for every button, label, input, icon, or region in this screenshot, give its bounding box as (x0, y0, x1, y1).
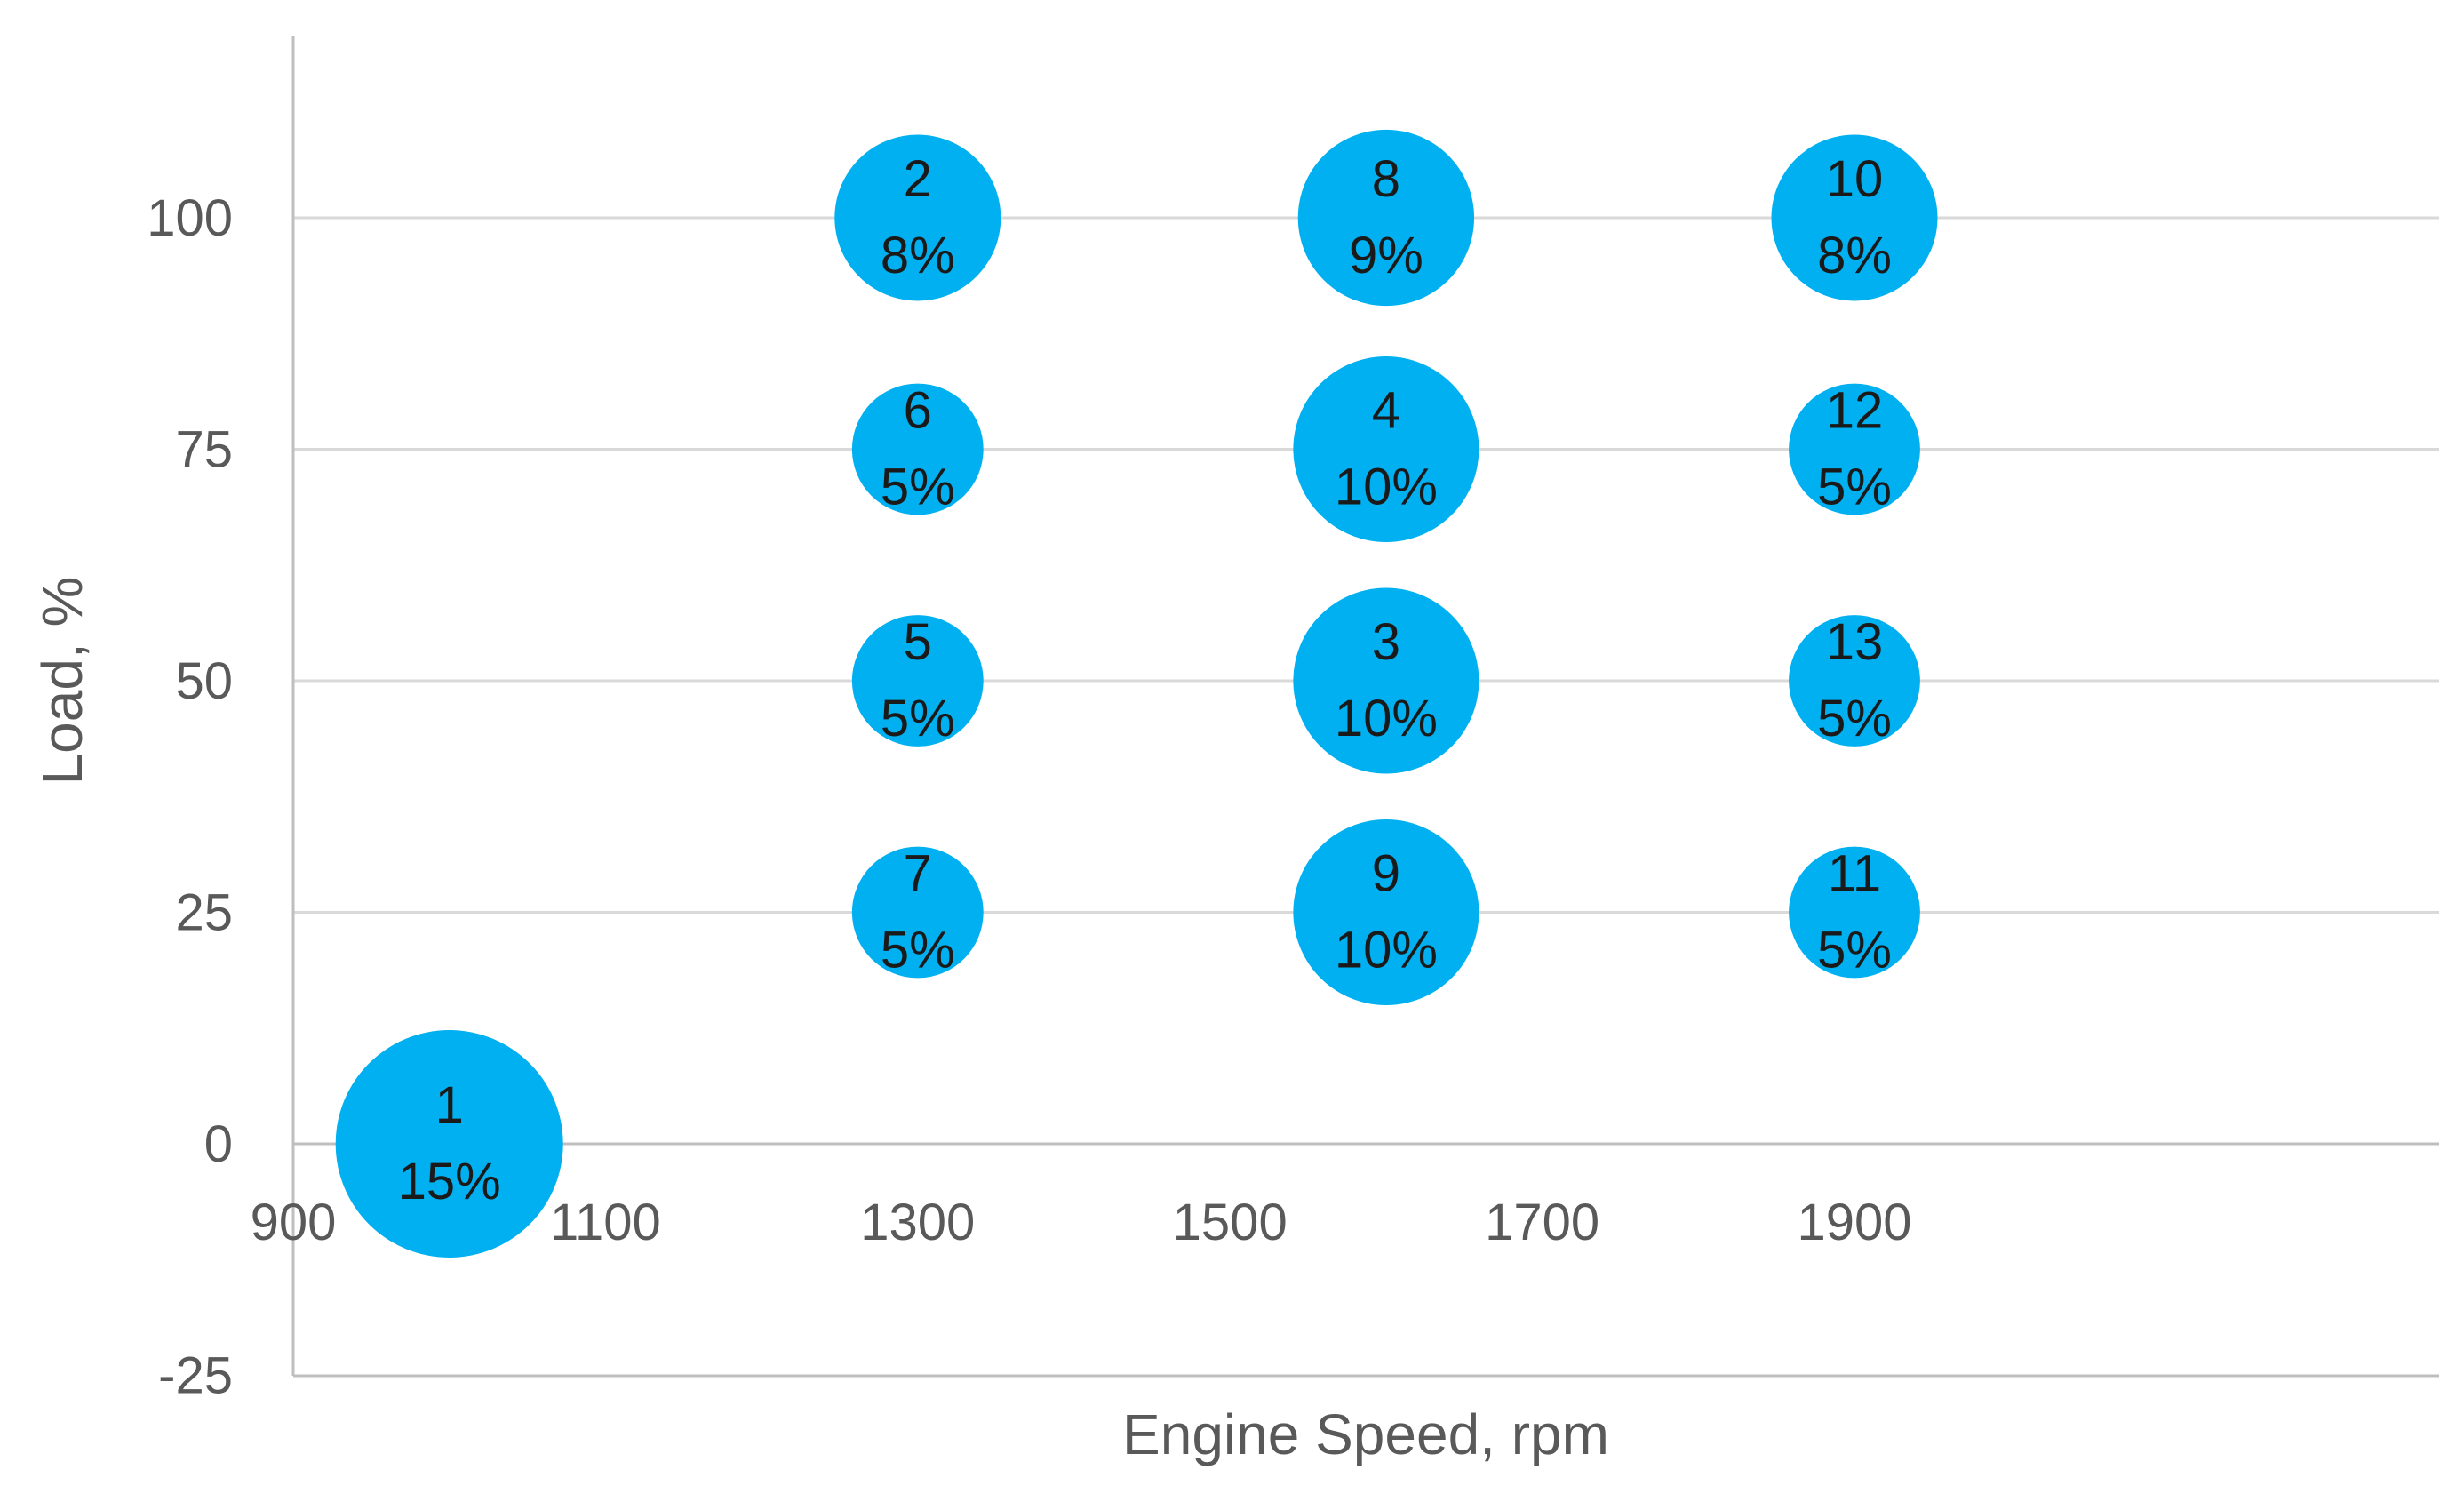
bubble-5 (851, 615, 984, 747)
bubble-pct-label-9: 10% (1335, 922, 1438, 979)
bubble-pct-label-11: 5% (1817, 922, 1892, 979)
bubble-pct-label-12: 5% (1817, 459, 1892, 516)
bubble-id-label-11: 11 (1828, 845, 1881, 903)
bubble-8 (1297, 129, 1475, 307)
x-tick-label-1300: 1300 (860, 1194, 975, 1251)
bubble-id-label-9: 9 (1372, 845, 1400, 903)
bubble-pct-label-10: 8% (1817, 227, 1892, 284)
bubble-id-label-7: 7 (904, 845, 932, 903)
bubble-pct-label-6: 5% (881, 459, 955, 516)
bubble-11 (1789, 846, 1920, 979)
bubble-id-label-4: 4 (1372, 382, 1400, 440)
bubble-id-label-12: 12 (1826, 382, 1884, 440)
bubble-pct-label-13: 5% (1817, 690, 1892, 747)
x-tick-label-1900: 1900 (1797, 1194, 1911, 1251)
bubble-id-label-2: 2 (904, 150, 932, 208)
y-tick-label-50: 50 (175, 652, 233, 710)
axes (291, 36, 2439, 1378)
x-tick-label-900: 900 (251, 1194, 337, 1251)
y-tick-label-0: 0 (204, 1115, 233, 1173)
bubble-id-label-10: 10 (1826, 150, 1884, 208)
bubble-7 (851, 846, 984, 979)
bubble-pct-label-8: 9% (1349, 227, 1423, 284)
bubble-id-label-8: 8 (1372, 150, 1400, 208)
bubble-pct-label-3: 10% (1335, 690, 1438, 747)
bubble-10 (1771, 134, 1938, 301)
x-axis-title: Engine Speed, rpm (1122, 1402, 1609, 1466)
bubble-13 (1789, 615, 1920, 747)
bubble-id-label-13: 13 (1826, 613, 1884, 671)
bubble-id-label-5: 5 (904, 613, 932, 671)
bubble-id-label-6: 6 (904, 382, 932, 440)
bubble-6 (851, 383, 984, 515)
bubble-12 (1789, 383, 1920, 515)
bubbles: 115%310%410%910%89%28%108%55%65%75%115%1… (335, 129, 1938, 1258)
bubble-2 (834, 134, 1001, 301)
bubble-pct-label-7: 5% (881, 922, 955, 979)
bubble-4 (1293, 356, 1479, 543)
x-tick-label-1500: 1500 (1173, 1194, 1288, 1251)
bubble-3 (1293, 587, 1479, 774)
x-tick-label-1100: 1100 (550, 1194, 661, 1251)
y-tick-label-25: 25 (175, 884, 233, 942)
bubble-pct-label-5: 5% (881, 690, 955, 747)
bubble-pct-label-4: 10% (1335, 459, 1438, 516)
bubble-pct-label-2: 8% (881, 227, 955, 284)
bubble-id-label-3: 3 (1372, 613, 1400, 671)
bubble-1 (335, 1030, 563, 1258)
bubble-id-label-1: 1 (435, 1076, 464, 1134)
bubble-9 (1293, 819, 1479, 1006)
bubble-pct-label-1: 15% (398, 1153, 501, 1210)
y-tick-label--25: -25 (158, 1347, 233, 1405)
gridlines (293, 216, 2439, 914)
y-tick-label-75: 75 (175, 421, 233, 479)
y-tick-label-100: 100 (147, 189, 233, 247)
y-axis-title: Load, % (30, 577, 94, 786)
x-tick-label-1700: 1700 (1485, 1194, 1599, 1251)
